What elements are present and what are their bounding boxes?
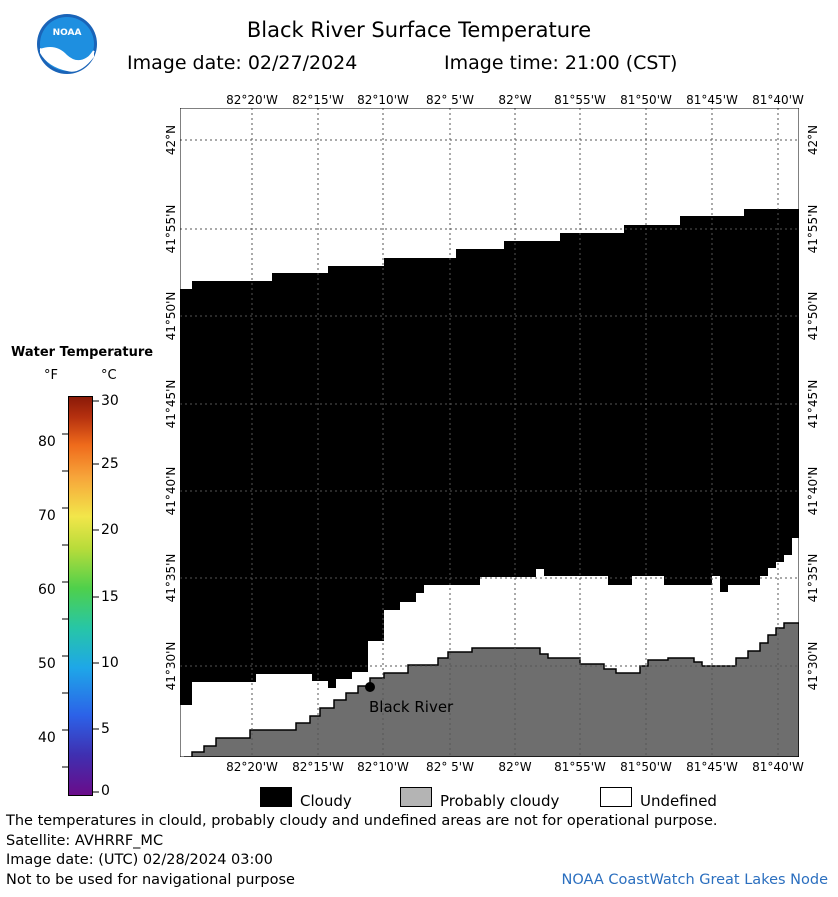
image-time-label: Image time: 21:00 (CST) xyxy=(444,52,678,74)
lon-label: 81°50'W xyxy=(620,93,672,107)
cloudy-area xyxy=(180,209,799,705)
lat-label: 42°N xyxy=(806,124,820,156)
f-tick: 70 xyxy=(38,508,56,524)
undefined-swatch xyxy=(600,787,632,807)
lon-label: 82°20'W xyxy=(226,93,278,107)
black-river-marker xyxy=(365,682,375,692)
disclaimer-text: The temperatures in clould, probably clo… xyxy=(6,813,718,829)
lon-label: 81°55'W xyxy=(554,760,606,774)
lon-label: 82° 5'W xyxy=(426,760,474,774)
lon-label: 82°10'W xyxy=(357,760,409,774)
undefined-label: Undefined xyxy=(640,792,717,810)
page-title: Black River Surface Temperature xyxy=(246,18,592,42)
c-tick: 15 xyxy=(101,589,119,605)
lat-label: 41°35'N xyxy=(164,553,178,603)
lon-label: 82°W xyxy=(498,760,532,774)
f-tick: 40 xyxy=(38,730,56,746)
legend-title: Water Temperature xyxy=(11,345,154,360)
f-tick: 80 xyxy=(38,434,56,450)
lat-label: 41°55'N xyxy=(164,204,178,254)
nav-warning-text: Not to be used for navigational purpose xyxy=(6,872,295,888)
map-canvas xyxy=(180,108,799,757)
lon-label: 81°55'W xyxy=(554,93,606,107)
lat-label: 41°45'N xyxy=(164,379,178,429)
cloudy-swatch xyxy=(260,787,292,807)
credit-link[interactable]: NOAA CoastWatch Great Lakes Node xyxy=(561,872,828,888)
probably-cloudy-swatch xyxy=(400,787,432,807)
f-tick: 50 xyxy=(38,656,56,672)
land-area xyxy=(184,622,799,757)
lon-label: 81°45'W xyxy=(686,760,738,774)
lat-label: 41°30'N xyxy=(806,641,820,691)
lat-label: 41°40'N xyxy=(164,466,178,516)
image-date-label: Image date: 02/27/2024 xyxy=(127,52,358,74)
place-label: Black River xyxy=(369,698,454,716)
lat-label: 41°40'N xyxy=(806,466,820,516)
lon-label: 82°15'W xyxy=(292,93,344,107)
lat-label: 42°N xyxy=(164,124,178,156)
lon-label: 82°20'W xyxy=(226,760,278,774)
lon-label: 81°50'W xyxy=(620,760,672,774)
lon-label: 81°40'W xyxy=(752,93,804,107)
lat-label: 41°35'N xyxy=(806,553,820,603)
c-tick: 20 xyxy=(101,522,119,538)
c-tick: 5 xyxy=(101,721,110,737)
logo-text: NOAA xyxy=(53,28,82,38)
lon-label: 82°10'W xyxy=(357,93,409,107)
graticule xyxy=(180,108,799,757)
c-tick: 25 xyxy=(101,456,119,472)
lon-label: 81°45'W xyxy=(686,93,738,107)
lat-label: 41°50'N xyxy=(806,291,820,341)
lon-label: 82° 5'W xyxy=(426,93,474,107)
f-tick: 60 xyxy=(38,582,56,598)
lat-label: 41°55'N xyxy=(806,204,820,254)
c-tick: 30 xyxy=(101,393,119,409)
lon-label: 82°W xyxy=(498,93,532,107)
temperature-colorbar xyxy=(68,396,93,796)
probably-cloudy-label: Probably cloudy xyxy=(440,792,560,810)
colorbar-ticks xyxy=(62,400,99,793)
utc-date-text: Image date: (UTC) 02/28/2024 03:00 xyxy=(6,852,273,868)
lon-label: 82°15'W xyxy=(292,760,344,774)
c-tick: 10 xyxy=(101,655,119,671)
noaa-logo: NOAA xyxy=(36,13,98,75)
lat-label: 41°45'N xyxy=(806,379,820,429)
lat-label: 41°30'N xyxy=(164,641,178,691)
unit-fahrenheit: °F xyxy=(44,368,58,383)
cloudy-label: Cloudy xyxy=(300,792,352,810)
c-tick: 0 xyxy=(101,783,110,799)
lat-label: 41°50'N xyxy=(164,291,178,341)
lon-label: 81°40'W xyxy=(752,760,804,774)
unit-celsius: °C xyxy=(101,368,117,383)
satellite-text: Satellite: AVHRRF_MC xyxy=(6,833,164,849)
